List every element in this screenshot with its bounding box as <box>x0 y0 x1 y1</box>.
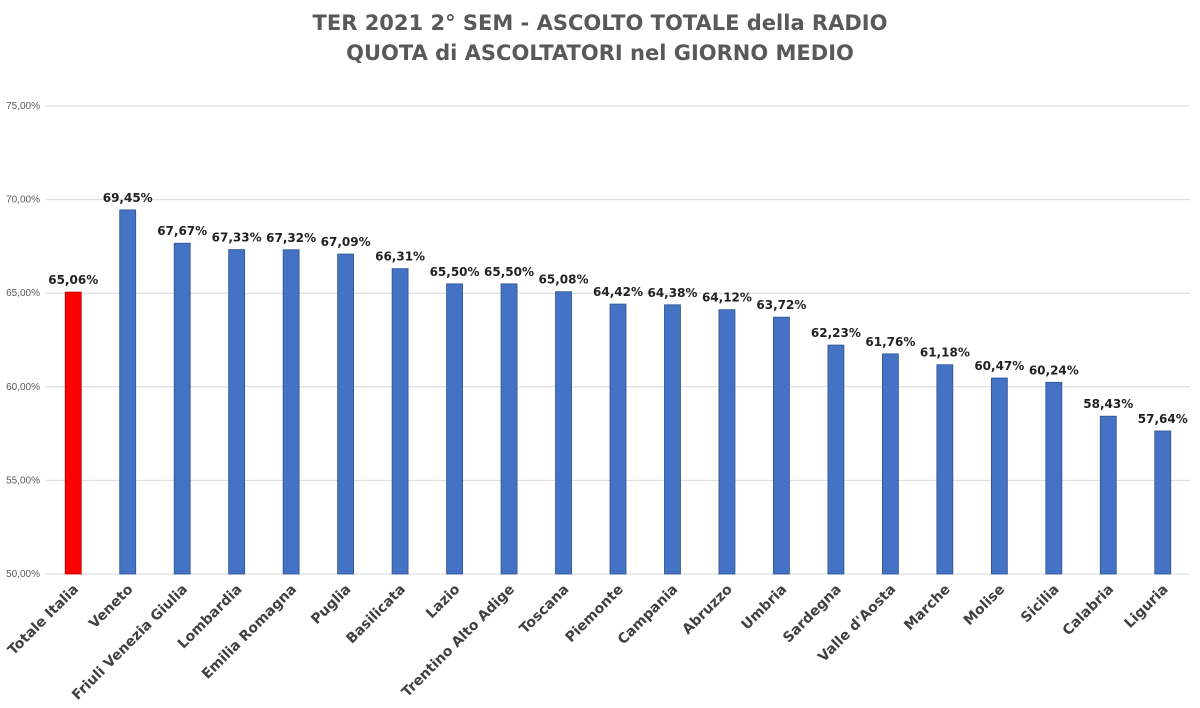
bar-campania <box>664 304 681 575</box>
bar-sicilia <box>1045 381 1063 575</box>
x-tick-label: Basilicata <box>343 582 409 648</box>
data-label: 67,32% <box>266 231 316 245</box>
bar-trentino-alto-adige <box>500 283 518 575</box>
data-label: 62,23% <box>811 326 861 340</box>
data-label: 64,38% <box>647 286 697 300</box>
bar-abruzzo <box>718 309 736 575</box>
x-tick-label: Sicilia <box>1018 582 1063 627</box>
chart-subtitle: QUOTA di ASCOLTATORI nel GIORNO MEDIO <box>346 41 854 65</box>
x-tick-label: Molise <box>961 582 1008 629</box>
data-label: 57,64% <box>1138 412 1188 426</box>
data-label: 58,43% <box>1083 397 1133 411</box>
data-label: 69,45% <box>103 191 153 205</box>
data-label: 61,76% <box>865 335 915 349</box>
bar-marche <box>936 364 954 575</box>
data-label: 65,06% <box>48 273 98 287</box>
data-label: 67,67% <box>157 224 207 238</box>
bar-totale-italia <box>64 291 82 575</box>
data-label: 65,50% <box>430 265 480 279</box>
bar-friuli-venezia-giulia <box>173 242 191 575</box>
data-label: 67,33% <box>212 231 262 245</box>
data-label: 66,31% <box>375 250 425 264</box>
x-tick-label: Trentino Alto Adige <box>399 582 518 701</box>
data-label: 64,12% <box>702 291 752 305</box>
data-labels: 65,06% 69,45% 67,67% 67,33% 67,32% 67,09% 66,3… <box>48 191 1188 426</box>
x-tick-label: Toscana <box>517 582 573 638</box>
x-tick-label: Totale Italia <box>5 582 82 659</box>
y-tick-label: 70,00% <box>6 195 40 206</box>
bar-emilia-romagna <box>282 249 300 575</box>
y-tick-label: 55,00% <box>6 475 40 486</box>
data-label: 63,72% <box>756 298 806 312</box>
x-tick-label: Marche <box>901 582 953 634</box>
chart-title: TER 2021 2° SEM - ASCOLTO TOTALE della R… <box>312 11 888 35</box>
bar-piemonte <box>609 303 627 575</box>
data-label: 65,08% <box>539 273 589 287</box>
data-label: 67,09% <box>321 235 371 249</box>
y-tick-label: 50,00% <box>6 569 40 580</box>
bar-lombardia <box>228 249 246 575</box>
y-tick-label: 60,00% <box>6 382 40 393</box>
bar-puglia <box>337 253 355 575</box>
data-label: 61,18% <box>920 346 970 360</box>
data-label: 60,24% <box>1029 363 1079 377</box>
bar-basilicata <box>391 268 409 575</box>
y-axis-ticks: 50,00% 55,00% 60,00% 65,00% 70,00% 75,00% <box>6 101 40 580</box>
data-label: 65,50% <box>484 265 534 279</box>
bar-umbria <box>773 316 790 575</box>
bar-toscana <box>555 291 572 575</box>
data-label: 60,47% <box>974 359 1024 373</box>
x-tick-label: Abruzzo <box>679 581 736 638</box>
y-tick-label: 75,00% <box>6 101 40 112</box>
x-tick-label: Emilia Romagna <box>199 582 300 683</box>
bar-sardegna <box>827 344 845 575</box>
x-tick-label: Puglia <box>308 582 354 628</box>
bar-veneto <box>119 209 137 575</box>
bar-valle-d-aosta <box>881 353 899 575</box>
data-label: 64,42% <box>593 285 643 299</box>
bar-lazio <box>446 283 463 575</box>
chart-title-block: TER 2021 2° SEM - ASCOLTO TOTALE della R… <box>0 8 1200 68</box>
x-tick-label: Umbria <box>739 582 791 634</box>
bars <box>64 209 1172 575</box>
y-tick-label: 65,00% <box>6 288 40 299</box>
x-tick-label: Calabria <box>1060 582 1117 639</box>
x-tick-label: Veneto <box>86 581 137 632</box>
bar-calabria <box>1099 415 1117 575</box>
x-tick-label: Friuli Venezia Giulia <box>69 582 191 704</box>
x-tick-label: Lazio <box>423 581 464 622</box>
bar-liguria <box>1154 430 1172 575</box>
x-tick-label: Liguria <box>1121 582 1171 632</box>
bar-molise <box>990 377 1008 575</box>
